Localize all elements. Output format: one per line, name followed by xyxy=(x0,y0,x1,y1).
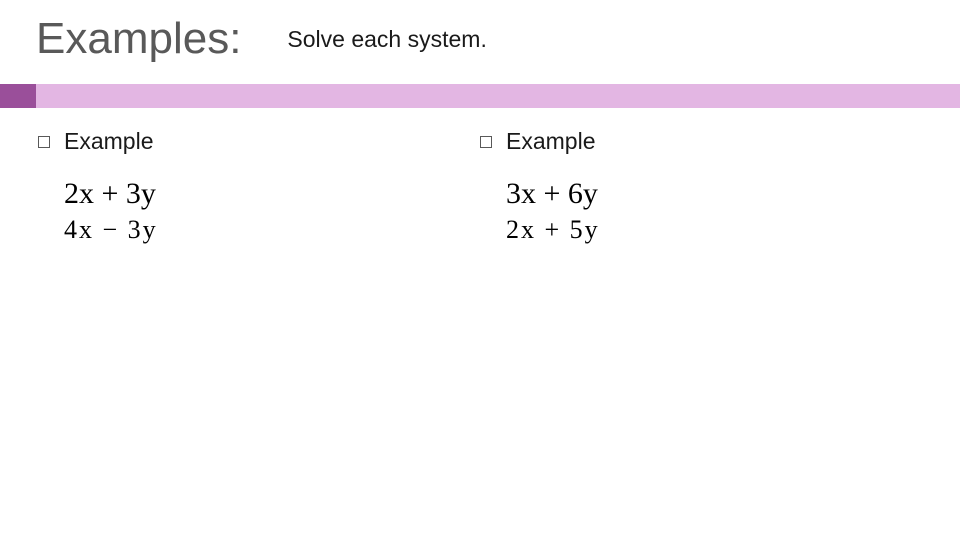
square-bullet-icon xyxy=(38,136,50,148)
slide-subtitle: Solve each system. xyxy=(287,26,486,53)
equation-line-2: 2x + 5y xyxy=(506,215,627,245)
example-right: Example 3x + 6y 2x + 5y xyxy=(480,128,922,245)
square-bullet-icon xyxy=(480,136,492,148)
equation-line-1: 3x + 6y xyxy=(506,177,627,211)
example-label: Example xyxy=(64,128,153,155)
accent-bar-dark xyxy=(0,84,36,108)
slide-title: Examples: xyxy=(36,14,241,64)
equation-block: 2x + 3y 4x − 3y xyxy=(64,177,180,245)
bullet-row: Example xyxy=(480,128,922,155)
equation-line-2: 4x − 3y xyxy=(64,215,180,245)
equation-block: 3x + 6y 2x + 5y xyxy=(506,177,627,245)
title-row: Examples: Solve each system. xyxy=(36,14,924,64)
content-columns: Example 2x + 3y 4x − 3y Example 3x + 6y … xyxy=(38,128,922,245)
example-label: Example xyxy=(506,128,595,155)
slide: Examples: Solve each system. Example 2x … xyxy=(0,0,960,540)
accent-bar-light xyxy=(36,84,960,108)
equation-line-1: 2x + 3y xyxy=(64,177,180,211)
example-left: Example 2x + 3y 4x − 3y xyxy=(38,128,480,245)
bullet-row: Example xyxy=(38,128,480,155)
